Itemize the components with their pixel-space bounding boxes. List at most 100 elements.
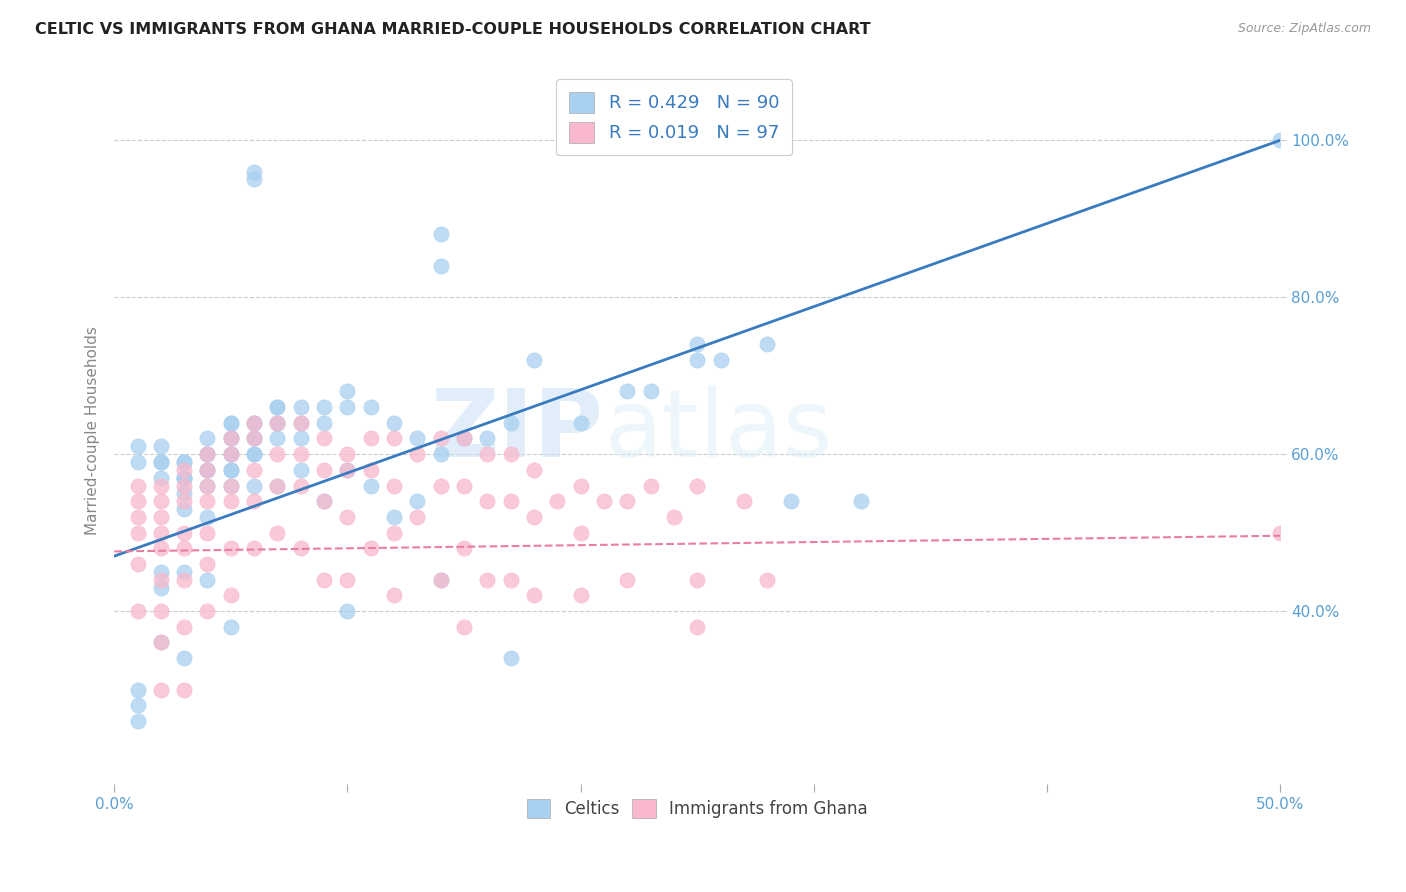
Point xyxy=(756,337,779,351)
Point xyxy=(149,525,172,540)
Point xyxy=(849,494,872,508)
Point xyxy=(243,463,266,477)
Point xyxy=(290,416,312,430)
Point xyxy=(616,384,638,399)
Point xyxy=(127,698,149,713)
Point xyxy=(219,432,242,446)
Point xyxy=(197,509,219,524)
Point xyxy=(149,604,172,618)
Point xyxy=(290,447,312,461)
Point xyxy=(314,463,336,477)
Point xyxy=(429,259,451,273)
Point xyxy=(779,494,801,508)
Point xyxy=(173,525,195,540)
Text: CELTIC VS IMMIGRANTS FROM GHANA MARRIED-COUPLE HOUSEHOLDS CORRELATION CHART: CELTIC VS IMMIGRANTS FROM GHANA MARRIED-… xyxy=(35,22,870,37)
Point xyxy=(173,471,195,485)
Point xyxy=(569,416,592,430)
Point xyxy=(127,494,149,508)
Point xyxy=(173,486,195,500)
Point xyxy=(686,478,709,492)
Point xyxy=(429,478,451,492)
Point xyxy=(243,541,266,556)
Point xyxy=(219,478,242,492)
Point xyxy=(686,337,709,351)
Point xyxy=(290,478,312,492)
Point xyxy=(616,573,638,587)
Point xyxy=(219,620,242,634)
Point xyxy=(219,416,242,430)
Point xyxy=(127,557,149,571)
Point xyxy=(243,416,266,430)
Point xyxy=(219,447,242,461)
Point xyxy=(197,478,219,492)
Point xyxy=(616,494,638,508)
Point xyxy=(173,494,195,508)
Point xyxy=(453,541,475,556)
Point xyxy=(197,573,219,587)
Point xyxy=(127,714,149,728)
Point xyxy=(243,172,266,186)
Point xyxy=(219,478,242,492)
Point xyxy=(219,447,242,461)
Point xyxy=(336,604,359,618)
Point xyxy=(219,463,242,477)
Point xyxy=(219,432,242,446)
Point xyxy=(197,463,219,477)
Point xyxy=(453,478,475,492)
Point xyxy=(290,416,312,430)
Point xyxy=(243,494,266,508)
Point xyxy=(197,478,219,492)
Point xyxy=(266,416,288,430)
Point xyxy=(360,400,382,414)
Point xyxy=(197,432,219,446)
Point xyxy=(406,432,429,446)
Point xyxy=(219,494,242,508)
Point xyxy=(314,432,336,446)
Point xyxy=(290,400,312,414)
Point xyxy=(149,478,172,492)
Point xyxy=(127,525,149,540)
Point xyxy=(197,463,219,477)
Point xyxy=(382,478,405,492)
Point xyxy=(686,620,709,634)
Point xyxy=(382,432,405,446)
Point xyxy=(149,565,172,579)
Point xyxy=(173,455,195,469)
Point xyxy=(477,494,499,508)
Point xyxy=(197,525,219,540)
Point xyxy=(219,541,242,556)
Point xyxy=(197,494,219,508)
Point xyxy=(756,573,779,587)
Point xyxy=(243,164,266,178)
Point xyxy=(1270,133,1292,147)
Point xyxy=(197,463,219,477)
Point xyxy=(266,525,288,540)
Point xyxy=(127,455,149,469)
Point xyxy=(173,463,195,477)
Point xyxy=(197,447,219,461)
Point xyxy=(266,478,288,492)
Point xyxy=(733,494,755,508)
Point xyxy=(314,494,336,508)
Point xyxy=(429,432,451,446)
Point xyxy=(477,447,499,461)
Point xyxy=(314,494,336,508)
Point xyxy=(686,353,709,368)
Point xyxy=(173,541,195,556)
Point xyxy=(219,432,242,446)
Point xyxy=(499,447,522,461)
Point xyxy=(243,432,266,446)
Point xyxy=(336,573,359,587)
Point xyxy=(149,509,172,524)
Point xyxy=(243,416,266,430)
Point xyxy=(569,525,592,540)
Point xyxy=(290,432,312,446)
Point xyxy=(382,509,405,524)
Point xyxy=(314,400,336,414)
Point xyxy=(173,471,195,485)
Point xyxy=(477,573,499,587)
Point xyxy=(149,573,172,587)
Point xyxy=(406,494,429,508)
Text: ZIP: ZIP xyxy=(432,384,605,476)
Point xyxy=(710,353,733,368)
